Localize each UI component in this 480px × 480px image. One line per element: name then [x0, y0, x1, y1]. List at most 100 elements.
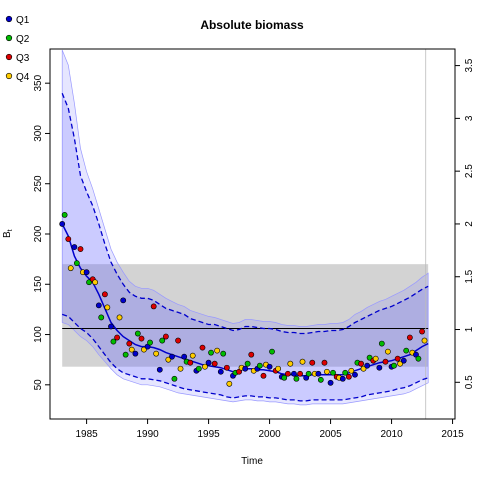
observation-point-q3	[138, 335, 145, 342]
chart-title: Absolute biomass	[200, 18, 304, 32]
observation-point-q2	[244, 360, 251, 367]
observation-point-q2	[195, 365, 202, 372]
observation-point-q1	[95, 302, 102, 309]
observation-point-q1	[327, 379, 334, 386]
observation-point-q1	[400, 357, 407, 364]
y-tick-label: 350	[33, 74, 44, 91]
observation-point-q4	[116, 314, 123, 321]
observation-point-q2	[317, 376, 324, 383]
y2-tick-label: 3.5	[464, 58, 475, 72]
observation-point-q3	[358, 360, 364, 367]
observation-point-q1	[71, 244, 78, 250]
observation-point-q3	[211, 360, 218, 367]
observation-point-q4	[189, 352, 196, 359]
outer-ci-band	[61, 49, 429, 406]
observation-point-q2	[220, 350, 227, 357]
observation-point-q2	[171, 375, 178, 382]
observation-point-q4	[385, 348, 391, 355]
y2-tick-label: 2	[464, 221, 475, 227]
observation-point-q3	[175, 337, 181, 344]
observation-point-q3	[65, 236, 72, 242]
observation-point-q4	[214, 347, 221, 354]
y2-tick-label: 3	[464, 115, 475, 121]
observation-point-q1	[291, 370, 297, 377]
observation-point-q3	[297, 370, 303, 377]
x-tick-label: 1990	[136, 429, 159, 440]
observation-point-q3	[187, 359, 194, 366]
observation-point-q4	[177, 365, 184, 372]
observation-point-q3	[406, 334, 413, 341]
observation-point-q4	[324, 368, 330, 375]
observation-point-q2	[293, 375, 300, 382]
y-axis-label-main: B	[2, 231, 13, 238]
observation-point-q2	[269, 348, 275, 355]
y-axis-label-subscript: t	[7, 229, 14, 231]
observation-point-q1	[266, 363, 273, 370]
observation-point-q2	[98, 314, 105, 321]
observation-point-q1	[242, 365, 249, 372]
observation-point-q3	[248, 351, 255, 358]
observation-point-q3	[284, 370, 291, 377]
observation-point-q3	[309, 359, 316, 366]
observation-point-q1	[169, 353, 175, 360]
bmsy-band	[62, 264, 429, 367]
observation-point-q3	[150, 303, 157, 310]
observation-point-q3	[260, 372, 267, 379]
observation-point-q3	[199, 344, 206, 351]
legend-label-q1: Q1	[16, 15, 30, 26]
y-tick-label: 300	[33, 125, 44, 142]
observation-point-q3	[345, 373, 352, 380]
observation-point-q2	[391, 362, 397, 369]
series-line-upper-ci	[61, 92, 429, 335]
observation-point-q4	[141, 346, 147, 353]
y-tick-label: 150	[33, 275, 44, 292]
observation-point-q3	[223, 364, 230, 371]
observation-point-q2	[330, 369, 336, 376]
x-tick-label: 2010	[380, 429, 403, 440]
observation-point-q4	[360, 365, 367, 372]
observation-point-q4	[299, 358, 306, 365]
observation-point-q1	[83, 269, 90, 276]
observation-point-q3	[101, 291, 108, 298]
observation-point-q2	[159, 337, 166, 344]
observation-point-q3	[321, 359, 328, 366]
x-axis-label: Time	[241, 456, 263, 467]
legend-marker-q2	[5, 34, 13, 42]
legend-marker-q1	[5, 15, 13, 23]
observation-point-q4	[104, 304, 111, 311]
observation-point-q2	[281, 374, 288, 381]
y-tick-label: 200	[33, 225, 44, 242]
y2-tick-label: 1.5	[464, 269, 475, 283]
observation-point-q2	[366, 354, 373, 361]
observation-point-q1	[217, 368, 224, 375]
observation-point-q3	[382, 358, 389, 365]
observation-point-q4	[348, 367, 355, 374]
y-axis-label: Bt	[2, 229, 14, 238]
observation-point-q1	[352, 371, 358, 378]
inner-ci-band	[62, 93, 429, 401]
observation-point-q4	[287, 360, 294, 367]
legend-label-q4: Q4	[16, 72, 30, 83]
observation-point-q1	[205, 359, 212, 366]
observation-point-q2	[415, 355, 422, 362]
observation-point-q3	[126, 340, 133, 347]
observation-point-q2	[305, 370, 312, 377]
x-tick-label: 1995	[197, 429, 220, 440]
legend-label-q3: Q3	[16, 53, 30, 64]
observation-point-q3	[77, 246, 84, 252]
axes: 1985 1990 1995 2000 2005 2010 2015 50 100 150 200 2…	[33, 48, 475, 440]
observation-point-q4	[202, 363, 208, 370]
observation-point-q1	[364, 362, 371, 369]
observation-point-q2	[342, 369, 349, 376]
plot-area	[61, 49, 429, 419]
observation-point-q4	[92, 279, 99, 286]
observation-point-q4	[372, 355, 379, 362]
observation-point-q4	[128, 346, 135, 353]
observation-point-q2	[403, 347, 410, 354]
observation-point-q1	[339, 375, 346, 382]
legend-marker-q3	[5, 53, 13, 61]
x-tick-label: 2015	[441, 429, 464, 440]
observation-point-q4	[165, 356, 172, 363]
series-line-lower-ci	[61, 313, 429, 402]
legend: Q1 Q2 Q3 Q4	[5, 15, 30, 83]
